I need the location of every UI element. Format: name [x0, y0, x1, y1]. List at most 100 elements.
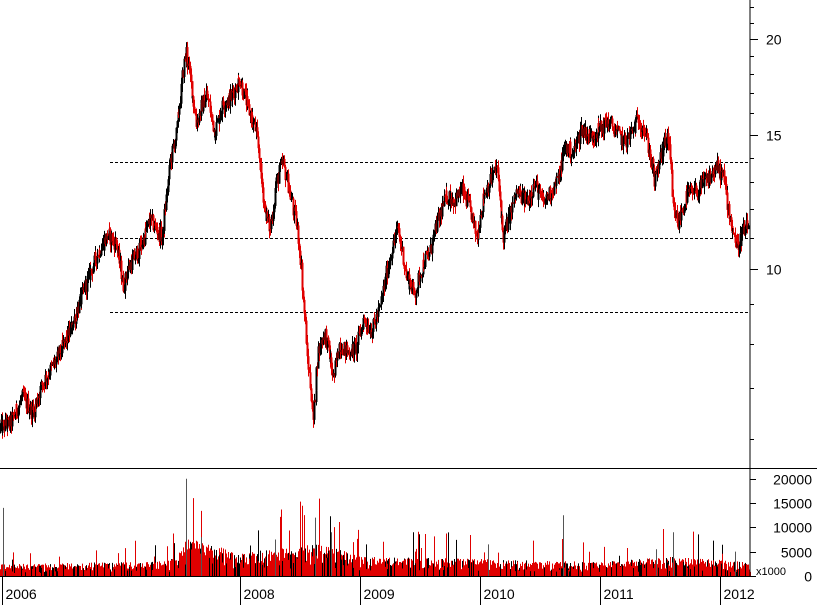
price-candle-body: [124, 273, 127, 291]
price-candle-body: [194, 112, 197, 115]
price-candle-body: [99, 255, 102, 257]
price-candle-body: [507, 214, 510, 230]
price-candle-body: [498, 179, 501, 192]
price-candle-body: [597, 123, 600, 130]
price-candle-body: [672, 196, 675, 204]
price-candle-body: [479, 215, 482, 228]
price-candle-body: [394, 234, 397, 241]
price-candle-body: [298, 243, 301, 251]
price-candle-body: [27, 398, 30, 413]
price-candle-body: [635, 115, 638, 120]
price-candle-body: [353, 341, 356, 356]
price-candle-body: [156, 230, 159, 235]
price-candle-body: [499, 191, 502, 201]
price-candle-body: [12, 412, 15, 416]
price-candle-body: [295, 211, 298, 226]
price-candle-body: [224, 105, 227, 110]
price-candle-body: [283, 160, 286, 167]
price-candle-body: [474, 220, 477, 234]
price-candle-body: [741, 231, 744, 235]
price-candle-body: [167, 179, 170, 193]
price-candle-body: [678, 213, 681, 229]
price-candle-body: [388, 265, 391, 268]
price-candle-body: [503, 230, 506, 243]
price-candle-body: [378, 306, 381, 308]
price-candle-body: [591, 132, 594, 139]
price-candle-body: [550, 198, 553, 200]
price-candle-body: [246, 96, 249, 100]
price-candle-body: [533, 184, 536, 189]
price-candle-body: [252, 122, 255, 125]
price-candle-body: [266, 211, 269, 219]
price-candle-body: [667, 133, 670, 144]
price-candle-body: [530, 192, 533, 199]
price-candle-body: [421, 274, 424, 277]
price-candle-body: [154, 223, 157, 226]
price-candle-body: [472, 213, 475, 215]
price-candle-body: [93, 255, 96, 267]
price-candle-body: [274, 188, 277, 194]
price-candle-body: [50, 364, 53, 366]
price-candle-body: [207, 98, 210, 100]
price-candle-body: [171, 145, 174, 163]
price-candle-body: [532, 184, 535, 194]
price-candle-body: [60, 353, 63, 355]
price-candle-body: [310, 388, 313, 402]
price-candle-body: [569, 141, 572, 159]
price-tick-label: 20: [766, 32, 782, 48]
price-candle-body: [315, 390, 318, 403]
price-candle-body: [120, 260, 123, 279]
price-candle-body: [302, 290, 305, 300]
price-candle-body: [15, 404, 18, 414]
price-candle-body: [684, 204, 687, 206]
price-candle-body: [638, 122, 641, 129]
price-candle-body: [519, 189, 522, 194]
price-candle-body: [322, 337, 325, 345]
price-candle-body: [180, 83, 183, 104]
price-candle-body: [367, 325, 370, 333]
price-candle-body: [670, 159, 673, 170]
price-candle-body: [335, 360, 338, 362]
price-candle-body: [723, 170, 726, 183]
price-candle-body: [747, 225, 750, 230]
price-candle-body: [268, 216, 271, 232]
price-candle-body: [534, 186, 537, 189]
price-candle-body: [416, 288, 419, 294]
price-candle-body: [289, 190, 292, 200]
price-candle-body: [39, 385, 42, 399]
price-candle-body: [732, 231, 735, 234]
price-candle-body: [500, 200, 503, 219]
price-candle-body: [639, 128, 642, 130]
price-candle-body: [198, 113, 201, 123]
price-candle-body: [537, 189, 540, 200]
price-candle-body: [460, 188, 463, 190]
price-candle-body: [235, 86, 238, 90]
price-candle-body: [261, 178, 264, 188]
price-candle-body: [669, 144, 672, 160]
price-candle-body: [134, 258, 137, 260]
price-candle-body: [49, 364, 52, 376]
price-candle-body: [559, 173, 562, 182]
price-candle-body: [593, 136, 596, 140]
price-candle-body: [294, 207, 297, 212]
price-candle-body: [725, 184, 728, 195]
price-candle-body: [556, 176, 559, 178]
price-candle-body: [441, 203, 444, 217]
price-candle-body: [262, 187, 265, 203]
price-candle-body: [572, 153, 575, 155]
price-candle-body: [0, 425, 2, 429]
price-candle-body: [686, 189, 689, 203]
price-candle-body: [575, 142, 578, 148]
price-candle-body: [186, 47, 189, 62]
price-candle-body: [278, 174, 281, 184]
price-candle-body: [511, 202, 514, 213]
price-candle-body: [176, 121, 179, 128]
price-candle-body: [496, 166, 499, 168]
price-candle-body: [536, 181, 539, 185]
price-candle-body: [562, 150, 565, 155]
price-candle-body: [339, 343, 342, 353]
price-candle-body: [364, 318, 367, 324]
price-candle-body: [161, 237, 164, 242]
price-candle-body: [237, 78, 240, 80]
